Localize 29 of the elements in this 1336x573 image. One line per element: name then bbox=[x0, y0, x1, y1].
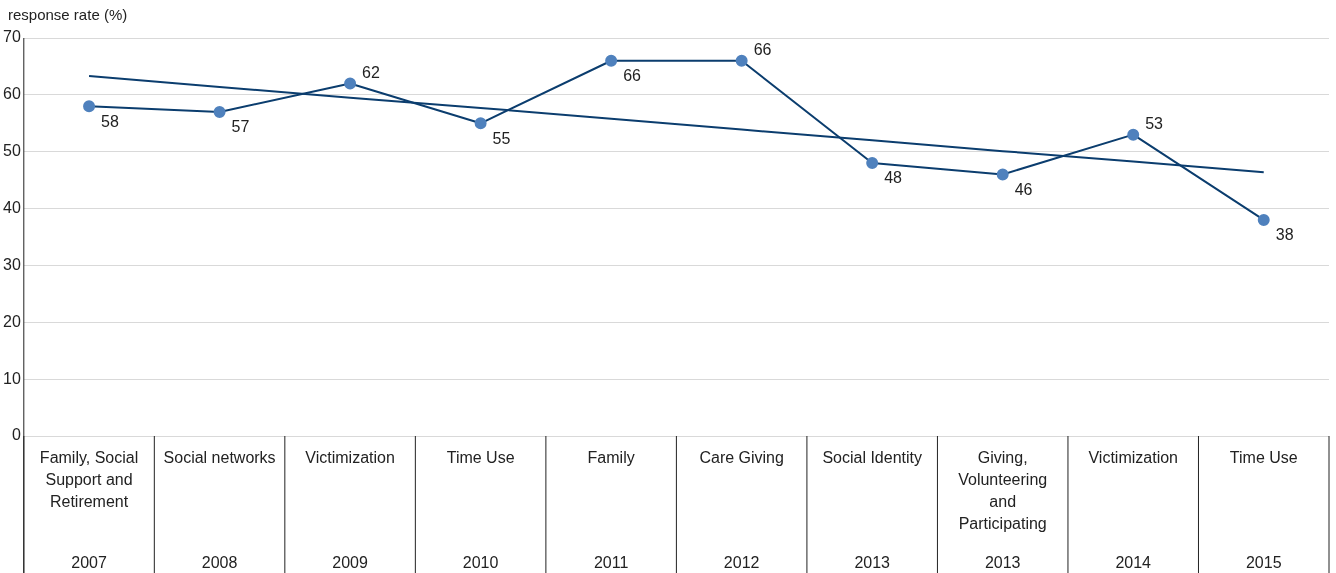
data-label: 48 bbox=[884, 169, 903, 187]
y-tick-label: 70 bbox=[3, 28, 21, 46]
category-label: Family 2011 bbox=[587, 449, 635, 572]
category-label: Victimization 2009 bbox=[305, 449, 395, 572]
data-label: 55 bbox=[492, 129, 511, 147]
category-label: Time Use 2010 bbox=[446, 449, 515, 572]
y-axis-title: response rate (%) bbox=[8, 6, 128, 23]
data-label: 58 bbox=[101, 112, 119, 130]
category-label: Giving, Volunteering and Participating 2013 bbox=[958, 449, 1048, 572]
data-label: 46 bbox=[1014, 180, 1033, 198]
category-label: Social networks 2008 bbox=[163, 449, 276, 572]
category-label: Care Giving 2012 bbox=[699, 449, 784, 572]
y-tick-label: 50 bbox=[3, 142, 21, 160]
y-tick-label: 30 bbox=[3, 255, 21, 273]
category-label: Social Identity 2013 bbox=[822, 449, 922, 572]
y-tick-label: 10 bbox=[3, 369, 21, 387]
data-label: 57 bbox=[231, 118, 250, 136]
data-label: 66 bbox=[753, 41, 772, 59]
y-tick-label: 20 bbox=[3, 312, 21, 330]
category-label: Family, Social Support and Retirement 2007 bbox=[39, 449, 139, 572]
data-label: 38 bbox=[1275, 226, 1294, 244]
category-label: Time Use 2015 bbox=[1229, 449, 1298, 572]
y-tick-label: 60 bbox=[3, 85, 21, 103]
data-label: 53 bbox=[1145, 115, 1164, 133]
data-label: 62 bbox=[362, 63, 380, 81]
y-tick-label: 0 bbox=[11, 426, 21, 444]
y-tick-label: 40 bbox=[3, 198, 21, 216]
data-label: 66 bbox=[623, 67, 642, 85]
category-label: Victimization 2014 bbox=[1088, 449, 1178, 572]
